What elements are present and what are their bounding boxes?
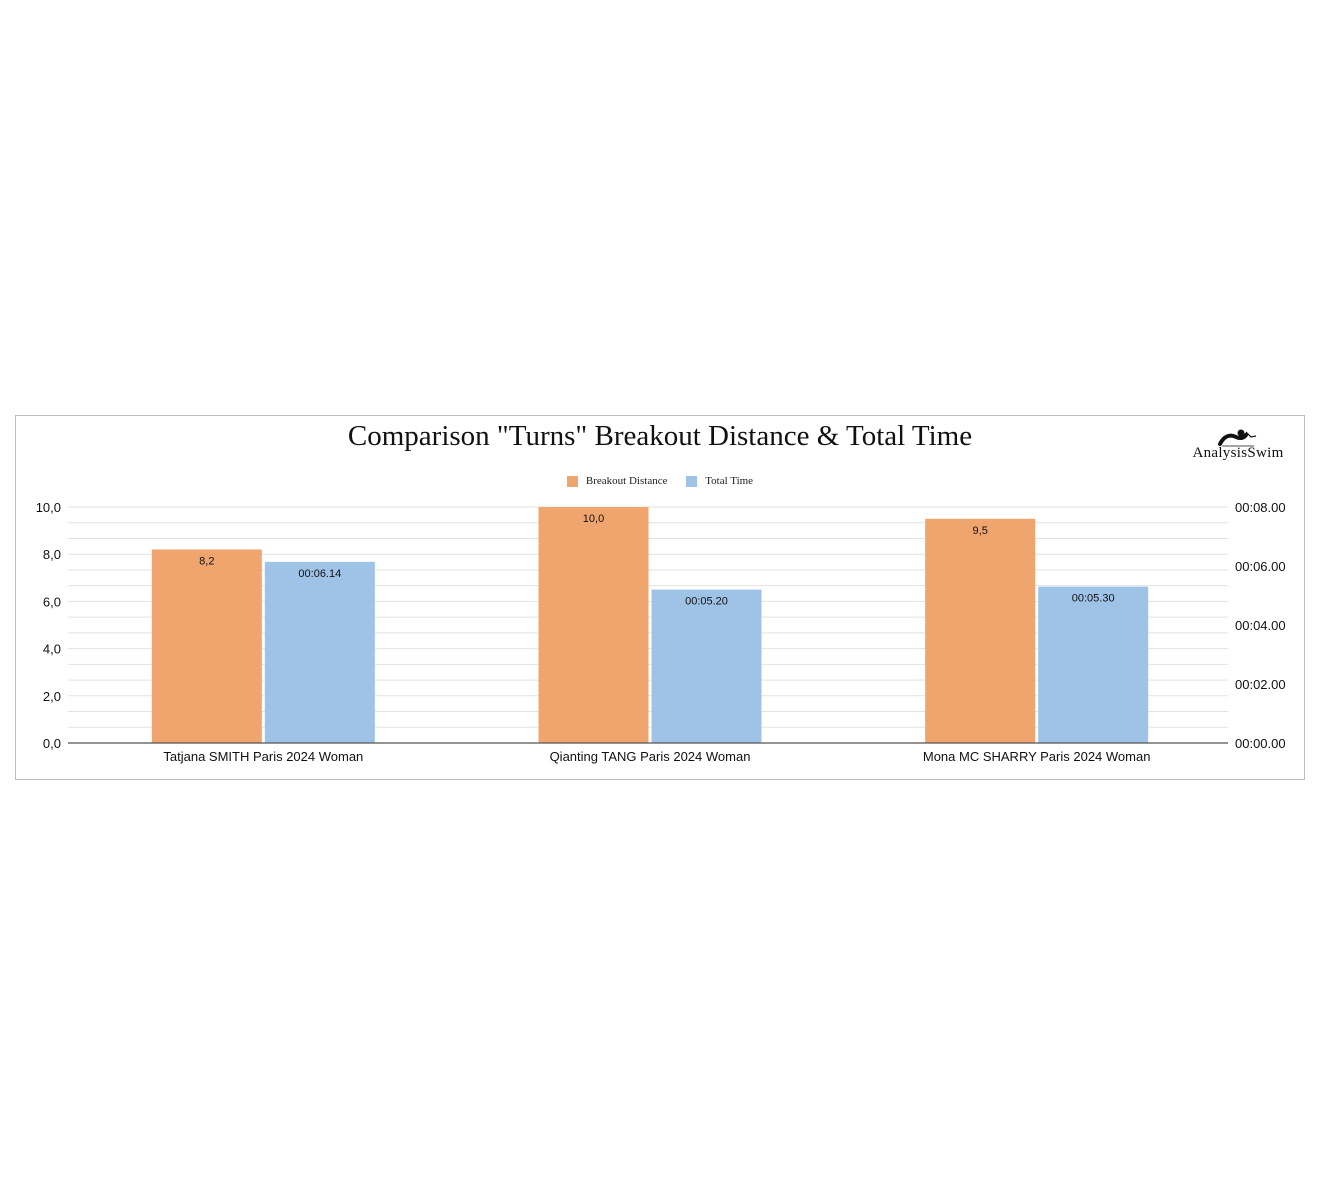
legend-swatch-breakout (566, 475, 578, 487)
data-label-breakout-2: 10,0 (583, 513, 604, 525)
swimmer-icon (1218, 429, 1257, 447)
legend-item-total: Total Time (686, 475, 753, 487)
y-right-tick-label: 00:08.00 (1235, 500, 1286, 515)
bar-total-2 (651, 589, 762, 743)
data-label-total-1: 00:06.14 (298, 568, 341, 580)
category-label: Qianting TANG Paris 2024 Woman (550, 749, 751, 764)
y-left-tick-label: 0,0 (43, 736, 61, 751)
bar-breakout-2 (538, 507, 649, 743)
y-left-tick-label: 10,0 (36, 500, 61, 515)
legend: Breakout Distance Total Time (0, 475, 1320, 490)
y-right-tick-label: 00:04.00 (1235, 618, 1286, 633)
y-left-tick-label: 8,0 (43, 547, 61, 562)
y-left-tick-label: 2,0 (43, 689, 61, 704)
category-label: Mona MC SHARRY Paris 2024 Woman (923, 749, 1151, 764)
y-right-tick-label: 00:02.00 (1235, 677, 1286, 692)
bar-breakout-3 (925, 518, 1036, 743)
y-left-tick-label: 6,0 (43, 594, 61, 609)
data-label-total-2: 00:05.20 (685, 596, 728, 608)
y-left-tick-label: 4,0 (43, 642, 61, 657)
y-right-tick-label: 00:00.00 (1235, 736, 1286, 751)
data-label-total-3: 00:05.30 (1072, 593, 1115, 605)
chart-title: Comparison "Turns" Breakout Distance & T… (347, 420, 973, 452)
legend-label-breakout: Breakout Distance (585, 475, 668, 487)
data-label-breakout-1: 8,2 (199, 555, 214, 567)
bar-breakout-1 (151, 549, 262, 743)
legend-item-breakout: Breakout Distance (566, 475, 668, 487)
data-label-breakout-3: 9,5 (973, 525, 988, 537)
logo-text: AnalysisSwim (1192, 445, 1284, 461)
bar-total-1 (264, 561, 375, 743)
logo: AnalysisSwim (1186, 428, 1290, 462)
legend-swatch-total (686, 475, 698, 487)
category-label: Tatjana SMITH Paris 2024 Woman (163, 749, 363, 764)
legend-label-total: Total Time (705, 475, 754, 487)
bar-total-3 (1038, 586, 1149, 743)
y-right-tick-label: 00:06.00 (1235, 559, 1286, 574)
